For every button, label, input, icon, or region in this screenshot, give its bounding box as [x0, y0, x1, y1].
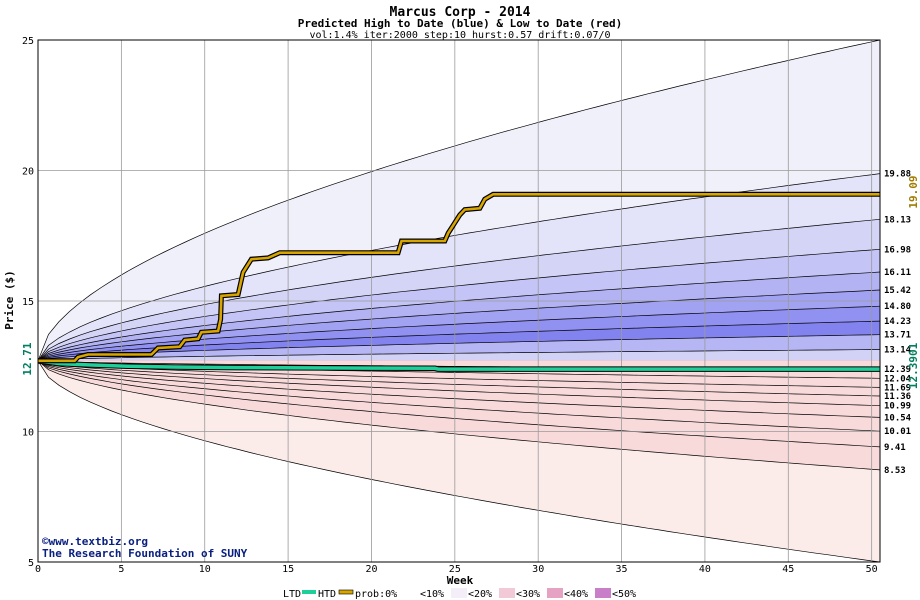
- band-line-14: [38, 360, 880, 397]
- x-tick-label-6: 30: [532, 564, 544, 575]
- x-tick-label-8: 40: [699, 564, 711, 575]
- band-line-18: [38, 360, 880, 448]
- legend-ltd-swatch: [302, 590, 316, 594]
- band-end-label-14: 10.54: [884, 413, 912, 423]
- band-end-label-6: 14.23: [884, 317, 911, 327]
- legend-swatch-4: [595, 588, 611, 598]
- band-line-16: [38, 360, 880, 418]
- htd-line: [38, 193, 880, 363]
- legend: LTD HTD prob:0% <10% <20% <30% <40% <50%: [283, 588, 636, 600]
- band-end-label-0: 19.88: [884, 170, 911, 180]
- band-line-11: [38, 360, 880, 562]
- band-line-8: [38, 334, 880, 362]
- y-tick-label-2: 15: [22, 297, 34, 308]
- x-tick-label-3: 15: [282, 564, 294, 575]
- legend-swatch-2: [499, 588, 515, 598]
- band-end-label-17: 8.53: [884, 466, 906, 476]
- legend-swatch-1: [451, 588, 467, 598]
- x-tick-label-7: 35: [616, 564, 628, 575]
- band-end-label-1: 18.13: [884, 215, 911, 225]
- x-axis-label: Week: [447, 574, 474, 587]
- band-end-label-8: 13.14: [884, 346, 912, 356]
- legend-prob-label: prob:0%: [355, 589, 397, 600]
- band-line-9: [38, 349, 880, 362]
- band-group: [38, 40, 880, 562]
- htd-end-label: 19.09: [907, 175, 920, 208]
- band-end-label-11: 11.69: [884, 383, 911, 393]
- band-end-label-13: 10.99: [884, 402, 911, 412]
- legend-bin-1: <20%: [468, 589, 492, 600]
- x-tick-label-2: 10: [199, 564, 211, 575]
- legend-htd-label: HTD: [318, 589, 336, 600]
- watermark-site: ©www.textbiz.org: [42, 535, 148, 548]
- legend-htd-swatch: [338, 589, 354, 595]
- y-tick-label-4: 25: [22, 36, 34, 47]
- chart-title: Marcus Corp - 2014: [390, 5, 531, 20]
- ltd-end-label: 12.3901: [907, 342, 920, 389]
- band-end-label-9: 12.39: [884, 365, 911, 375]
- y-tick-label-0: 5: [28, 558, 34, 569]
- band-end-label-15: 10.01: [884, 427, 911, 437]
- y-tick-label-1: 10: [22, 428, 34, 439]
- x-tick-label-0: 0: [35, 564, 41, 575]
- band-end-label-7: 13.71: [884, 331, 911, 341]
- legend-swatch-3: [547, 588, 563, 598]
- watermark-org: The Research Foundation of SUNY: [42, 547, 248, 560]
- plot-frame: [37, 39, 881, 563]
- ltd-line: [38, 359, 880, 371]
- band-end-label-10: 12.04: [884, 374, 912, 384]
- band-line-15: [38, 360, 880, 407]
- band-end-label-16: 9.41: [884, 443, 906, 453]
- legend-bin-4: <50%: [612, 589, 636, 600]
- band-line-13: [38, 360, 880, 388]
- low-band-8: [38, 360, 880, 470]
- grid: [38, 40, 880, 562]
- band-line-0: [38, 40, 880, 361]
- legend-bin-3: <40%: [564, 589, 588, 600]
- start-price-label: 12.71: [21, 342, 34, 375]
- band-line-6: [38, 305, 880, 362]
- band-line-2: [38, 218, 880, 362]
- y-axis-label: Price ($): [3, 270, 16, 330]
- x-tick-label-9: 45: [782, 564, 794, 575]
- band-end-label-4: 15.42: [884, 286, 911, 296]
- plot-area: 0 5 10 15 20 25 30 35 40 45 5051015202519.8818.131…: [22, 36, 912, 575]
- chart-params: vol:1.4% iter:2000 step:10 hurst:0.57 dr…: [309, 30, 610, 41]
- high-band-9: [38, 349, 880, 361]
- x-tick-label-4: 20: [365, 564, 377, 575]
- band-line-5: [38, 289, 880, 362]
- legend-ltd-label: LTD: [283, 589, 301, 600]
- band-end-label-12: 11.36: [884, 392, 911, 402]
- band-line-17: [38, 360, 880, 432]
- legend-swatch-0: [403, 588, 419, 598]
- x-tick-label-1: 5: [118, 564, 124, 575]
- x-tick-label-5: 25: [449, 564, 461, 575]
- band-line-19: [38, 360, 880, 471]
- x-tick-label-10: 50: [866, 564, 878, 575]
- band-end-label-3: 16.11: [884, 268, 911, 278]
- legend-bin-2: <30%: [516, 589, 540, 600]
- band-line-3: [38, 248, 880, 362]
- y-tick-label-3: 20: [22, 167, 34, 178]
- chart-subtitle: Predicted High to Date (blue) & Low to D…: [298, 17, 623, 30]
- band-end-label-2: 16.98: [884, 245, 911, 255]
- legend-bin-0: <10%: [420, 589, 444, 600]
- band-end-label-5: 14.80: [884, 302, 911, 312]
